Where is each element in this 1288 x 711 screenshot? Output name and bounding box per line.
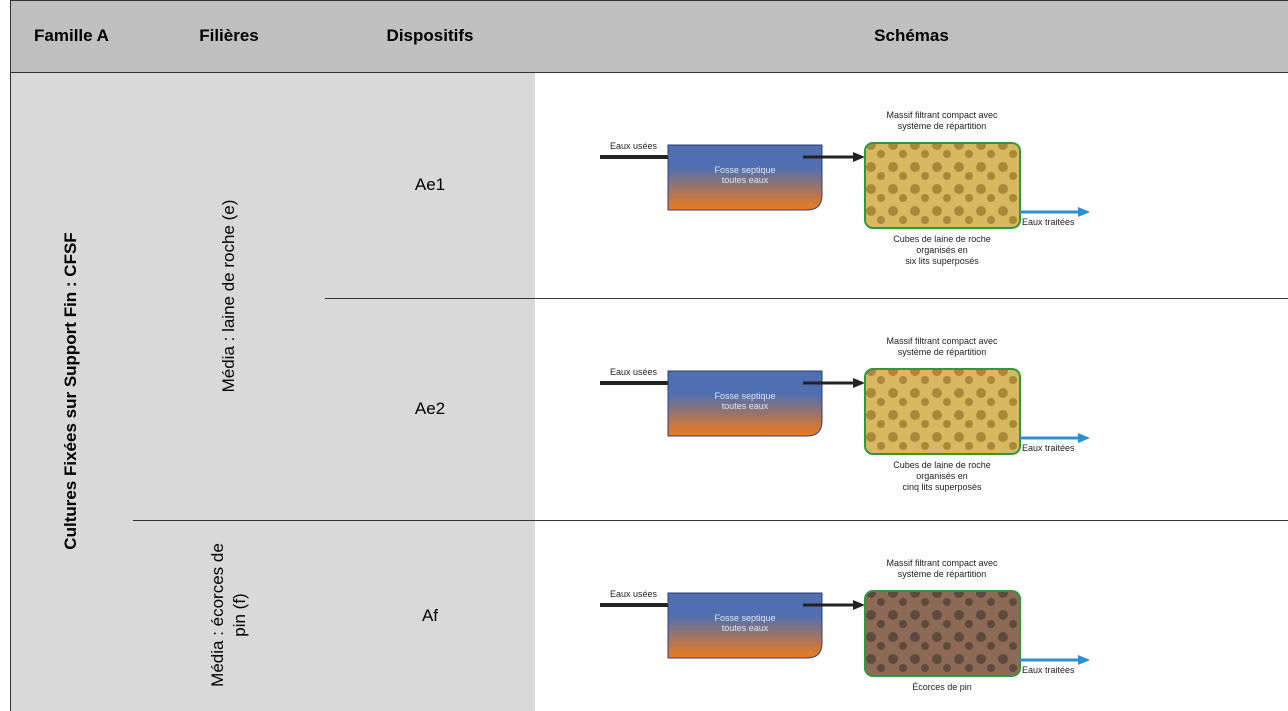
dispositif-cell: Ae2 [414,399,446,418]
table-border [10,0,11,711]
arrow-head [853,600,865,610]
filiere-label: Média : laine de roche (e) [219,199,238,393]
filter-top-label: Massif filtrant compact avec [886,110,998,120]
septic-tank [667,592,823,659]
filter-bottom-label: Cubes de laine de roche [893,460,991,470]
arrow-head [1078,655,1090,665]
filter-top-label: système de répartition [898,121,987,131]
outlet-label: Eaux traitées [1022,217,1075,227]
filter-bed [864,142,1021,229]
filter-bottom-label: Cubes de laine de roche [893,234,991,244]
tank-label: toutes eaux [722,401,769,411]
filter-bottom-label: cinq lits superposés [902,482,982,492]
inlet-label: Eaux usées [610,367,658,377]
family-label: Cultures Fixées sur Support Fin : CFSF [61,232,80,550]
outlet-label: Eaux traitées [1022,665,1075,675]
arrow-head [853,152,865,162]
filter-bed [864,368,1021,455]
tank-label: toutes eaux [722,175,769,185]
header-filieres: Filières [133,0,325,72]
outlet-label: Eaux traitées [1022,443,1075,453]
filter-bottom-label: Écorces de pin [912,682,972,692]
arrow-head [1078,433,1090,443]
header-dispositifs: Dispositifs [325,0,535,72]
inlet-label: Eaux usées [610,589,658,599]
tank-label: Fosse septique [714,613,775,623]
dispositif-cell: Ae1 [414,175,446,194]
arrow-head [853,378,865,388]
header-text: Schémas [874,26,949,45]
filter-top-label: Massif filtrant compact avec [886,336,998,346]
header-famille: Famille A [10,0,133,72]
filter-bottom-label: six lits superposés [905,256,979,266]
filter-bottom-label: organisés en [916,471,968,481]
filter-top-label: système de répartition [898,569,987,579]
filter-top-label: Massif filtrant compact avec [886,558,998,568]
row-border [133,520,1288,521]
filter-bed [864,590,1021,677]
left-columns-background [10,72,535,711]
tank-label: Fosse septique [714,165,775,175]
header-border [10,72,1288,73]
tank-label: Fosse septique [714,391,775,401]
inlet-label: Eaux usées [610,141,658,151]
filter-bottom-label: organisés en [916,245,968,255]
header-text: Filières [199,26,259,45]
header-schemas: Schémas [535,0,1288,72]
arrow-head [1078,207,1090,217]
filter-top-label: système de répartition [898,347,987,357]
header-text: Dispositifs [386,26,474,45]
septic-tank [667,144,823,211]
tank-label: toutes eaux [722,623,769,633]
table-border [10,0,1288,1]
dispositif-cell: Af [421,605,439,625]
header-text: Famille A [34,26,109,45]
filiere-label: Média : écorces de pin (f) [208,543,249,687]
row-border [325,298,1288,299]
septic-tank [667,370,823,437]
